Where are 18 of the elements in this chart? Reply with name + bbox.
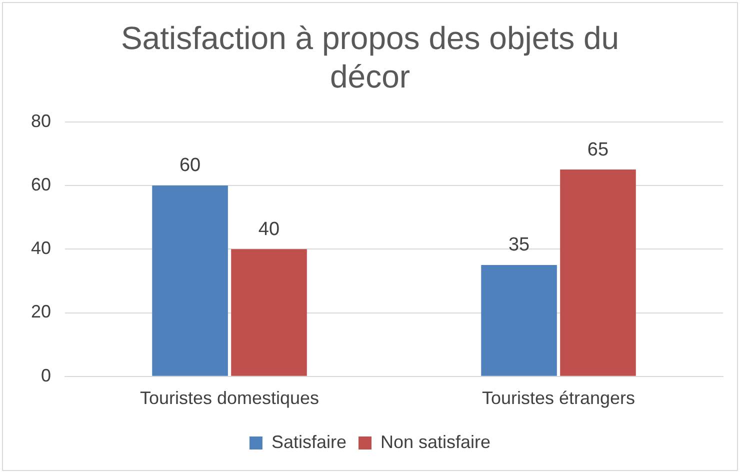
x-tick-label: Touristes domestiques: [140, 388, 320, 408]
chart-title: Satisfaction à propos des objets du décor: [120, 20, 620, 94]
y-tick-label: 20: [30, 302, 52, 322]
x-tick-label: Touristes étrangers: [482, 388, 636, 408]
y-tick-label: 40: [30, 238, 52, 258]
data-label: 65: [587, 139, 609, 160]
legend-label: Non satisfaire: [380, 432, 491, 452]
bar: [152, 185, 228, 376]
data-label: 40: [258, 218, 280, 240]
bar: [231, 249, 307, 376]
data-label: 35: [508, 234, 530, 256]
bar: [560, 170, 636, 376]
y-tick-label: 80: [30, 110, 52, 131]
data-label: 60: [179, 155, 201, 176]
legend-label: Satisfaire: [271, 432, 347, 452]
bar: [481, 265, 557, 376]
y-tick-label: 60: [30, 174, 52, 194]
y-tick-label: 0: [41, 365, 52, 386]
